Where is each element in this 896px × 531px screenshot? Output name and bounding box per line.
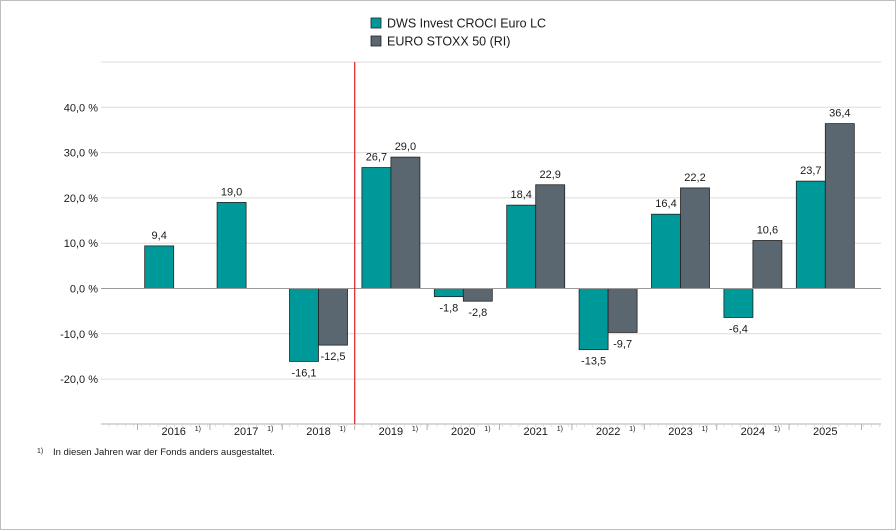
x-tick-footnote-mark: 1) [412,426,418,433]
bar-fund [723,288,754,318]
bar-index [535,184,566,289]
x-tick-label: 2019 [379,426,403,438]
x-tick-label: 2018 [306,426,330,438]
bar-fund [144,245,175,289]
bar-fund [651,213,681,289]
data-label: -1,8 [439,303,458,315]
data-label: 26,7 [366,152,387,164]
data-labels: 9,4 19,0 -16,1 -12,5 26,7 29,0 -1,8 -2,8 18,4 22,… [152,108,851,380]
x-tick-footnote-mark: 1) [557,426,563,433]
data-label: 36,4 [829,108,850,120]
bar-index [607,288,638,333]
data-label: 19,0 [221,186,242,198]
x-tick-footnote-mark: 1) [267,426,273,433]
data-label: 18,4 [510,189,531,201]
y-tick-label: 40,0 % [64,102,98,114]
bar-index [390,156,421,289]
x-tick-label: 2016 [161,426,185,438]
x-tick-label: 2020 [451,426,475,438]
bar-index [680,187,710,289]
bars [144,123,855,362]
legend-swatch [370,17,382,29]
x-tick-footnote-mark: 1) [484,426,490,433]
bar-index [318,288,348,346]
x-tick-footnote-mark: 1) [340,426,346,433]
bar-fund [361,167,392,289]
data-label: 9,4 [152,230,167,242]
x-axis: 2016 1) 2017 1) 2018 1) 2019 1) 2020 1) 2021 1) 2022… [101,423,881,438]
data-label: 23,7 [800,165,821,177]
x-tick-footnote-mark: 1) [629,426,635,433]
legend: DWS Invest CROCI Euro LC EURO STOXX 50 (R… [370,17,546,49]
data-label: 10,6 [757,224,778,236]
bar-index [824,123,855,289]
bar-fund [289,288,319,362]
y-axis-tick-labels: 40,0 % 30,0 % 20,0 % 10,0 % 0,0 % -10,0 % -20,… [60,102,98,386]
bar-fund [506,204,537,289]
bar-fund [216,202,247,289]
y-tick-label: 30,0 % [64,148,98,160]
y-tick-label: 20,0 % [64,193,98,205]
y-tick-label: 10,0 % [64,238,98,250]
data-label: 16,4 [655,198,676,210]
x-tick-label: 2017 [234,426,258,438]
x-tick-label: 2024 [741,426,765,438]
x-tick-footnote-mark: 1) [774,426,780,433]
data-label: -13,5 [581,356,606,368]
y-tick-label: -10,0 % [60,329,98,341]
bar-index [462,288,493,302]
legend-label: DWS Invest CROCI Euro LC [387,17,546,31]
x-tick-label: 2022 [596,426,620,438]
footnote-mark: 1) [37,448,43,455]
data-label: -9,7 [613,338,632,350]
x-tick-footnote-mark: 1) [702,426,708,433]
data-label: 22,9 [539,169,560,181]
data-label: -12,5 [320,351,345,363]
data-label: 22,2 [684,172,705,184]
x-tick-label: 2025 [813,426,837,438]
x-tick-label: 2023 [668,426,692,438]
y-tick-label: 0,0 % [70,284,98,296]
y-tick-label: -20,0 % [60,374,98,386]
data-label: -6,4 [729,323,748,335]
footnote: 1) In diesen Jahren war der Fonds anders… [37,447,275,458]
legend-label: EURO STOXX 50 (RI) [387,35,510,49]
bar-fund [795,180,826,289]
x-tick-footnote-mark: 1) [195,426,201,433]
legend-swatch [370,35,382,47]
data-label: 29,0 [395,141,416,153]
bar-index [752,240,783,289]
footnote-text: In diesen Jahren war der Fonds anders au… [53,447,275,458]
x-tick-label: 2021 [523,426,547,438]
bar-fund [433,288,464,298]
data-label: -16,1 [291,367,316,379]
bar-fund [578,288,609,351]
data-label: -2,8 [468,307,487,319]
